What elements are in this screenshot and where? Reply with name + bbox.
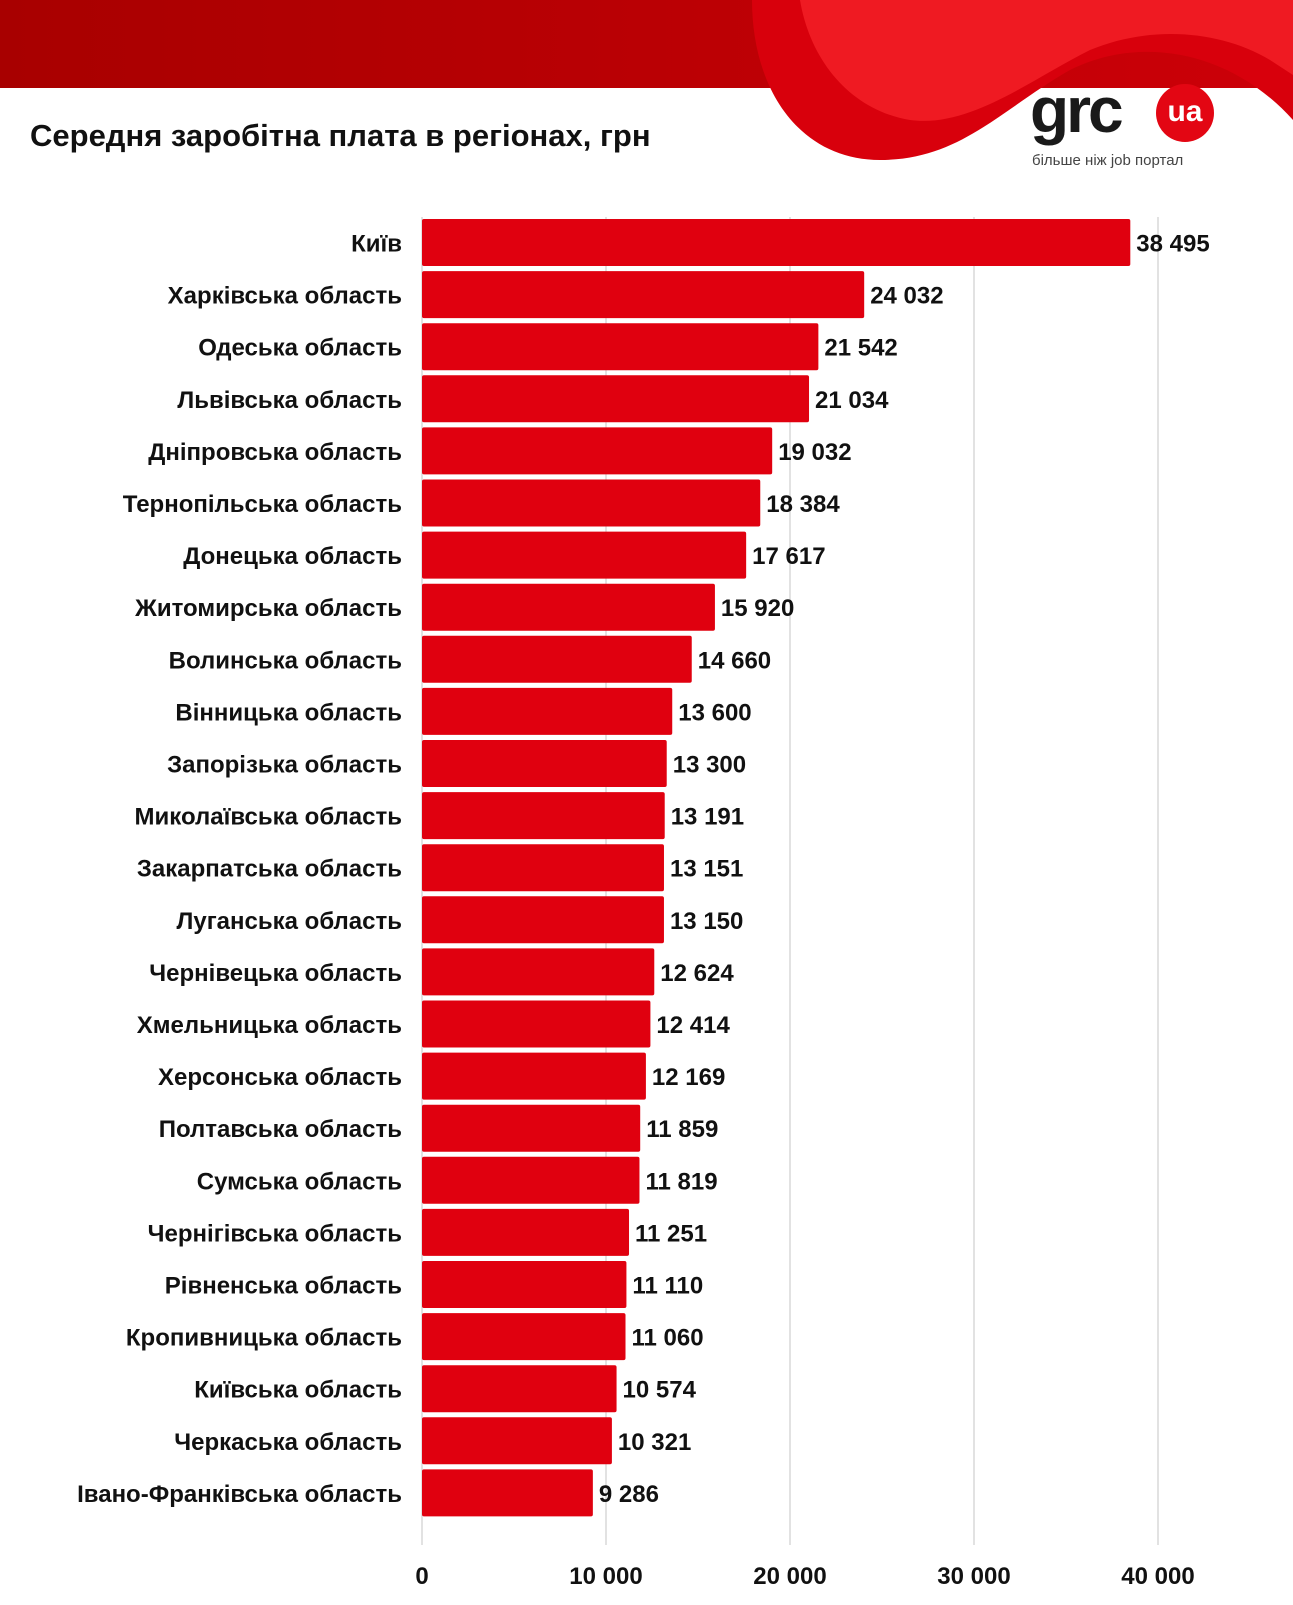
category-label: Чернігівська область xyxy=(148,1220,402,1247)
category-labels: Київ Харківська область Одеська область Льв… xyxy=(77,231,402,1508)
logo-wordmark: grc xyxy=(1030,74,1124,146)
category-label: Херсонська область xyxy=(158,1064,402,1091)
value-label: 17 617 xyxy=(752,543,825,570)
header-banner xyxy=(0,0,1293,160)
x-tick-label: 40 000 xyxy=(1121,1563,1194,1590)
bar xyxy=(422,635,692,683)
grc-logo: grc ua більше ніж job портал xyxy=(1030,78,1230,178)
category-label: Хмельницька область xyxy=(137,1012,402,1039)
value-label: 12 414 xyxy=(656,1012,730,1039)
category-label: Київська область xyxy=(194,1377,402,1404)
value-label: 11 859 xyxy=(646,1116,718,1143)
category-label: Івано-Франківська область xyxy=(77,1481,402,1508)
category-label: Житомирська область xyxy=(134,595,402,622)
logo-badge: ua xyxy=(1156,84,1214,142)
banner-swoosh-highlight xyxy=(800,0,1293,121)
category-label: Донецька область xyxy=(183,543,402,570)
bar xyxy=(422,740,667,787)
x-tick-label: 0 xyxy=(415,1563,428,1590)
value-label: 13 151 xyxy=(670,856,743,883)
value-label: 10 574 xyxy=(623,1377,697,1404)
value-label: 13 600 xyxy=(678,699,751,726)
value-label: 9 286 xyxy=(599,1481,659,1508)
x-axis-ticks: 0 10 000 20 000 30 000 40 000 xyxy=(415,1563,1194,1590)
value-label: 15 920 xyxy=(721,595,794,622)
bar xyxy=(422,219,1131,266)
bar xyxy=(422,687,673,735)
bar xyxy=(422,531,747,579)
category-label: Миколаївська область xyxy=(135,804,402,831)
category-label: Закарпатська область xyxy=(137,856,402,883)
value-label: 11 110 xyxy=(632,1273,703,1300)
value-label: 11 819 xyxy=(645,1168,717,1195)
x-tick-label: 30 000 xyxy=(937,1563,1010,1590)
category-label: Черкаська область xyxy=(174,1429,402,1456)
logo-tagline: більше ніж job портал xyxy=(1032,152,1184,169)
category-label: Львівська область xyxy=(177,387,402,414)
bar xyxy=(422,1261,627,1308)
bar xyxy=(422,1469,593,1517)
value-label: 13 300 xyxy=(673,752,746,779)
value-label: 19 032 xyxy=(778,439,851,466)
bars xyxy=(422,219,1131,1517)
category-label: Одеська область xyxy=(198,335,402,362)
bar xyxy=(422,479,761,527)
bar xyxy=(422,948,655,996)
bar xyxy=(422,1313,626,1361)
category-label: Харківська область xyxy=(168,283,402,310)
value-label: 11 251 xyxy=(635,1220,707,1247)
bar xyxy=(422,896,664,944)
bar xyxy=(422,1104,641,1152)
category-label: Київ xyxy=(351,231,402,258)
bar xyxy=(422,1156,640,1204)
bar xyxy=(422,1000,651,1048)
bar xyxy=(422,375,810,423)
bar xyxy=(422,792,665,840)
value-label: 12 624 xyxy=(660,960,734,987)
category-label: Волинська область xyxy=(169,647,402,674)
bar xyxy=(422,1052,646,1100)
bar xyxy=(422,427,773,475)
value-label: 24 032 xyxy=(870,283,943,310)
value-labels: 38 495 24 032 21 542 21 034 19 032 18 384 17 6… xyxy=(599,231,1210,1508)
x-tick-label: 10 000 xyxy=(569,1563,642,1590)
bar xyxy=(422,583,715,631)
value-label: 38 495 xyxy=(1136,231,1209,258)
value-label: 21 542 xyxy=(824,335,897,362)
value-label: 13 150 xyxy=(670,908,743,935)
value-label: 14 660 xyxy=(698,647,771,674)
x-tick-label: 20 000 xyxy=(753,1563,826,1590)
category-label: Сумська область xyxy=(197,1168,402,1195)
value-label: 12 169 xyxy=(652,1064,725,1091)
bar xyxy=(422,1208,630,1256)
category-label: Запорізька область xyxy=(167,752,402,779)
bar xyxy=(422,1365,617,1413)
category-label: Вінницька область xyxy=(175,699,402,726)
value-label: 13 191 xyxy=(671,804,744,831)
bar xyxy=(422,323,819,371)
category-label: Луганська область xyxy=(177,908,403,935)
category-label: Чернівецька область xyxy=(149,960,402,987)
value-label: 18 384 xyxy=(766,491,840,518)
value-label: 21 034 xyxy=(815,387,889,414)
bar xyxy=(422,271,865,319)
value-label: 11 060 xyxy=(632,1325,704,1352)
category-label: Кропивницька область xyxy=(126,1325,402,1352)
category-label: Дніпровська область xyxy=(148,439,402,466)
category-label: Тернопільська область xyxy=(123,491,402,518)
bar xyxy=(422,844,664,892)
bar xyxy=(422,1417,612,1465)
category-label: Полтавська область xyxy=(159,1116,402,1143)
chart-title: Середня заробітна плата в регіонах, грн xyxy=(30,118,651,153)
value-label: 10 321 xyxy=(618,1429,691,1456)
category-label: Рівненська область xyxy=(165,1273,402,1300)
